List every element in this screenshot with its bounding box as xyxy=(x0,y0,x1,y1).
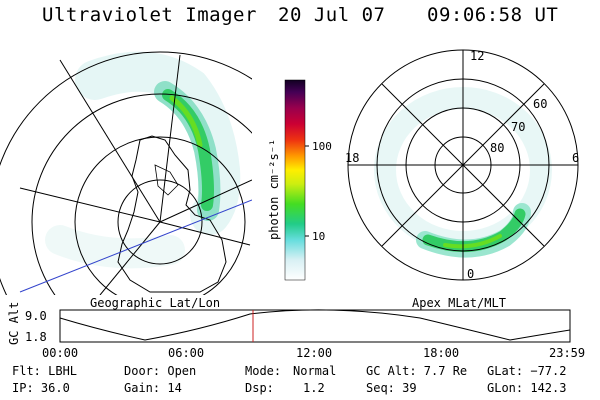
colorbar-tick-10: 10 xyxy=(312,230,325,243)
dsp-label: Dsp: xyxy=(245,381,274,395)
seq-info: Seq: 39 xyxy=(366,381,417,395)
coastline xyxy=(117,135,227,293)
color-bar: 100 10 photon cm⁻²s⁻¹ xyxy=(267,79,332,281)
lat-label-60: 60 xyxy=(533,97,547,111)
glat-info: GLat: −77.2 xyxy=(487,364,567,378)
strip-ytick-high: 9.0 xyxy=(25,309,47,323)
dsp-value: 1.2 xyxy=(303,381,325,395)
strip-xtick-0: 00:00 xyxy=(42,346,78,360)
ip-info: IP: 36.0 xyxy=(12,381,70,395)
mode-value: Normal xyxy=(293,364,337,378)
strip-xtick-2: 12:00 xyxy=(296,346,332,360)
date-label: 20 Jul 07 xyxy=(278,4,386,26)
colorbar-tick-100: 100 xyxy=(312,140,332,153)
strip-xtick-4: 23:59 xyxy=(549,346,585,360)
mlt-label-left: 18 xyxy=(345,151,359,165)
filter-info: Flt: LBHL xyxy=(12,364,78,378)
glon-info: GLon: 142.3 xyxy=(487,381,567,395)
app-title: Ultraviolet Imager xyxy=(42,4,257,26)
strip-ytick-low: 1.8 xyxy=(25,330,47,344)
strip-xtick-3: 18:00 xyxy=(423,346,459,360)
mlt-label-bottom: 0 xyxy=(467,267,474,281)
strip-xtick-1: 06:00 xyxy=(168,346,204,360)
magnetic-map: 12 0 18 6 60 70 80 xyxy=(345,49,579,281)
colorbar-unit: photon cm⁻²s⁻¹ xyxy=(267,139,281,240)
time-label: 09:06:58 UT xyxy=(427,4,559,26)
lat-label-80: 80 xyxy=(490,141,504,155)
right-map-caption: Apex MLat/MLT xyxy=(412,296,506,310)
mode-label: Mode: xyxy=(245,364,282,378)
lat-label-70: 70 xyxy=(511,120,525,134)
strip-axis-label: GC Alt xyxy=(7,302,21,345)
mlt-label-top: 12 xyxy=(470,49,484,63)
gain-info: Gain: 14 xyxy=(124,381,182,395)
gc-alt-info: GC Alt: 7.7 Re xyxy=(366,364,468,378)
altitude-strip: GC Alt 9.0 1.8 00:00 06:00 12:00 18:00 2… xyxy=(7,302,585,360)
door-info: Door: Open xyxy=(124,364,197,378)
mlt-label-right: 6 xyxy=(572,151,579,165)
left-map-caption: Geographic Lat/Lon xyxy=(90,296,220,310)
